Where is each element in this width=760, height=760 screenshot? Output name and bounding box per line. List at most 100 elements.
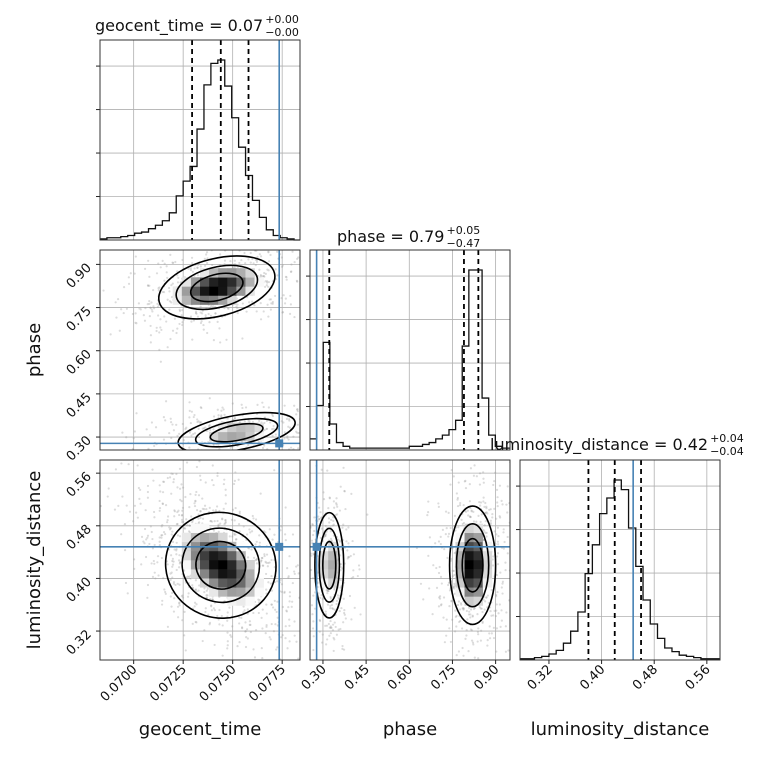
sample-point (246, 533, 249, 536)
sample-point (271, 413, 274, 416)
sample-point (495, 609, 498, 612)
sample-point (453, 551, 456, 555)
sample-point (218, 608, 221, 612)
density-cell (200, 286, 210, 296)
sample-point (332, 407, 334, 409)
sample-point (162, 415, 165, 419)
sample-point (199, 305, 202, 308)
sample-point (195, 621, 198, 624)
sample-point (194, 310, 198, 313)
sample-point (243, 420, 246, 423)
panel-title: geocent_time = 0.07 (95, 16, 263, 36)
density-cell (190, 550, 201, 561)
sample-point (149, 324, 152, 328)
density-cell (473, 569, 484, 579)
sample-point (208, 397, 211, 400)
sample-point (489, 610, 492, 613)
sample-point (495, 573, 499, 577)
sample-point (342, 523, 345, 526)
sample-point (447, 581, 451, 584)
sample-point (196, 266, 199, 269)
sample-point (255, 540, 258, 543)
sample-point (321, 641, 324, 644)
sample-point (326, 603, 330, 606)
sample-point (176, 281, 180, 284)
sample-point (208, 451, 210, 453)
sample-point (305, 413, 307, 415)
sample-point (178, 583, 181, 586)
sample-point (265, 284, 268, 287)
sample-point (443, 641, 447, 644)
sample-point (192, 432, 195, 436)
sample-point (337, 628, 340, 631)
sample-point (495, 517, 498, 520)
sample-point (171, 563, 175, 566)
sample-point (460, 627, 464, 630)
sample-point (461, 607, 464, 610)
sample-point (311, 613, 314, 616)
sample-point (236, 247, 238, 249)
sample-point (259, 255, 263, 258)
sample-point (342, 597, 345, 600)
density-cell (254, 587, 264, 597)
sample-point (288, 312, 292, 315)
sample-point (281, 311, 285, 314)
sample-point (266, 268, 269, 271)
sample-point (265, 625, 268, 628)
sample-point (481, 610, 484, 614)
sample-point (252, 611, 255, 615)
sample-point (483, 505, 486, 508)
sample-point (245, 628, 249, 631)
sample-point (499, 697, 501, 699)
sample-point (206, 587, 209, 590)
sample-point (326, 591, 329, 595)
density-cell (181, 550, 192, 561)
sample-point (165, 560, 169, 563)
sample-point (280, 583, 284, 586)
sample-point (320, 527, 323, 530)
sample-point (258, 541, 261, 544)
sample-point (468, 500, 471, 503)
sample-point (155, 272, 159, 275)
sample-point (274, 268, 277, 271)
sample-point (469, 515, 472, 519)
sample-point (231, 402, 234, 405)
sample-point (194, 579, 197, 582)
density-cell (328, 560, 338, 570)
sample-point (226, 631, 229, 634)
sample-point (190, 434, 193, 437)
sample-point (222, 507, 225, 510)
sample-point (157, 314, 160, 317)
sample-point (301, 450, 303, 452)
x-tick-label: 0.45 (342, 662, 373, 693)
sample-point (330, 539, 333, 542)
sample-point (264, 632, 267, 635)
sample-point (331, 607, 334, 610)
sample-point (290, 263, 293, 266)
sample-point (482, 471, 485, 474)
sample-point (269, 226, 271, 228)
sample-point (244, 645, 248, 649)
sample-point (173, 509, 176, 512)
sample-point (160, 328, 163, 332)
sample-point (226, 615, 229, 618)
sample-point (439, 604, 443, 607)
density-cell (218, 532, 228, 543)
sample-point (293, 404, 296, 407)
sample-point (193, 504, 197, 508)
density-cell (236, 277, 246, 287)
sample-point (193, 502, 196, 505)
sample-point (301, 291, 303, 293)
sample-point (267, 269, 270, 272)
sample-point (145, 538, 148, 541)
sample-point (201, 312, 204, 315)
sample-point (467, 613, 471, 616)
density-cell (181, 532, 192, 543)
sample-point (287, 425, 290, 428)
density-cell (464, 550, 474, 561)
sample-point (328, 634, 331, 637)
sample-point (171, 557, 174, 560)
sample-point (324, 610, 327, 613)
sample-point (226, 417, 229, 420)
sample-point (454, 609, 457, 612)
